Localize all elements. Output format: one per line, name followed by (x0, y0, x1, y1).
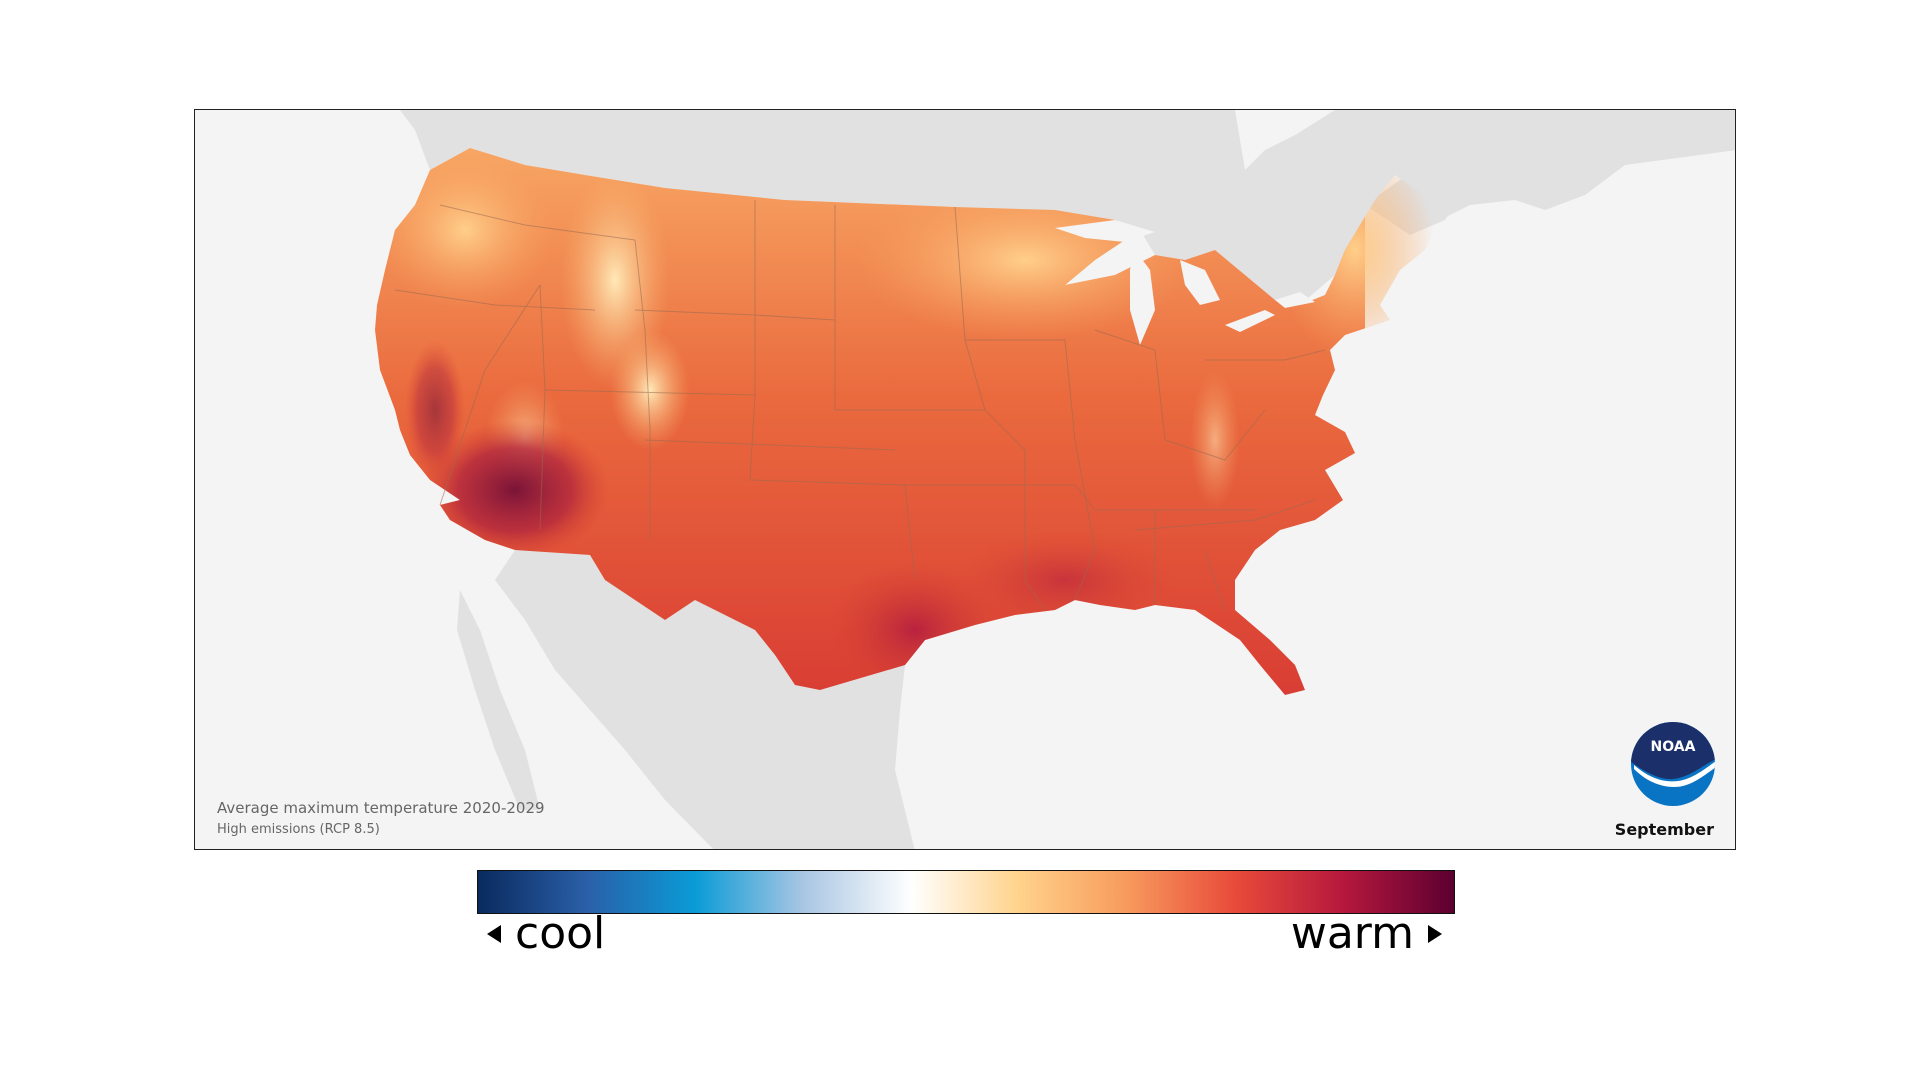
right-triangle-icon (1428, 924, 1442, 943)
noaa-logo-icon: NOAA (1631, 722, 1715, 806)
temperature-map (375, 110, 1735, 849)
noaa-logo-text: NOAA (1651, 739, 1696, 755)
legend-cool: cool (487, 908, 605, 959)
legend-warm: warm (1291, 908, 1442, 959)
map-panel: Average maximum temperature 2020-2029 Hi… (194, 109, 1736, 850)
map-caption-subtitle: High emissions (RCP 8.5) (217, 822, 380, 837)
left-triangle-icon (487, 924, 501, 943)
legend-warm-label: warm (1290, 908, 1414, 959)
map-caption-title: Average maximum temperature 2020-2029 (217, 799, 545, 817)
month-label: September (1614, 820, 1714, 839)
temperature-colorbar (477, 870, 1455, 914)
great-lakes (1055, 220, 1315, 345)
surrounding-land (400, 110, 1735, 849)
state-borders (394, 200, 1326, 611)
legend-cool-label: cool (515, 908, 606, 959)
